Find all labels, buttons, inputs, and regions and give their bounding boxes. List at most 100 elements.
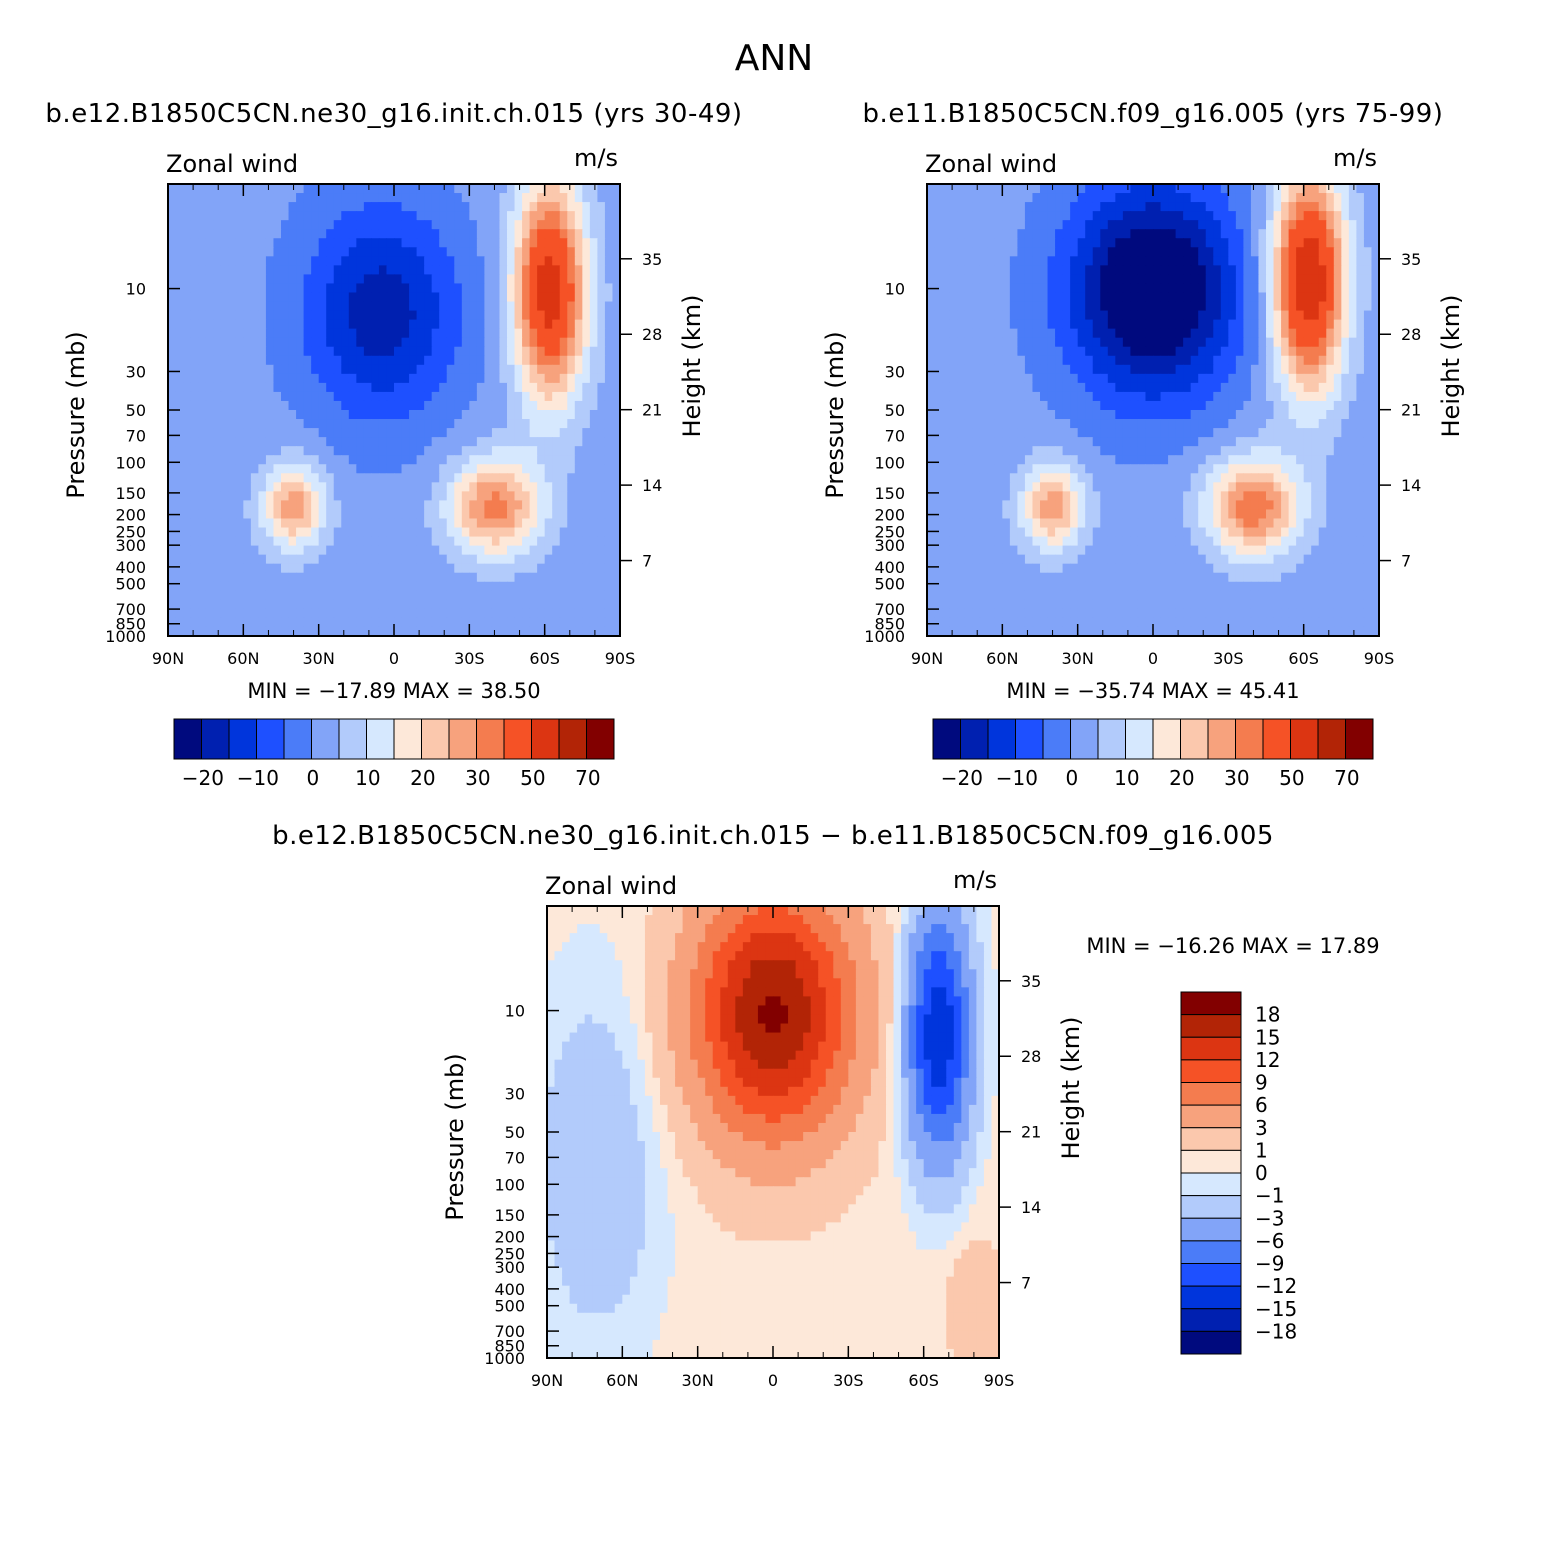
contour-cell bbox=[1032, 220, 1040, 230]
contour-cell bbox=[530, 473, 538, 483]
contour-cell bbox=[1191, 229, 1199, 239]
contour-cell bbox=[537, 302, 545, 312]
contour-cell bbox=[1063, 229, 1071, 239]
contour-cell bbox=[927, 329, 935, 339]
contour-cell bbox=[319, 283, 327, 293]
contour-cell bbox=[469, 419, 477, 429]
contour-cell bbox=[935, 193, 943, 203]
contour-cell bbox=[258, 500, 266, 510]
contour-cell bbox=[605, 582, 613, 592]
contour-cell bbox=[176, 184, 184, 194]
contour-cell bbox=[198, 500, 206, 510]
contour-cell bbox=[1266, 410, 1274, 420]
contour-cell bbox=[1063, 383, 1071, 393]
contour-cell bbox=[258, 338, 266, 348]
contour-cell bbox=[281, 274, 289, 284]
contour-cell bbox=[972, 383, 980, 393]
contour-cell bbox=[462, 428, 470, 438]
contour-cell bbox=[1100, 455, 1108, 465]
contour-cell bbox=[1258, 374, 1266, 384]
contour-cell bbox=[228, 311, 236, 321]
contour-cell bbox=[1063, 401, 1071, 411]
contour-cell bbox=[1191, 410, 1199, 420]
contour-cell bbox=[221, 446, 229, 456]
contour-cell bbox=[1176, 311, 1184, 321]
contour-cell bbox=[1356, 455, 1364, 465]
contour-cell bbox=[552, 338, 560, 348]
contour-cell bbox=[1296, 229, 1304, 239]
contour-cell bbox=[515, 591, 523, 601]
contour-cell bbox=[492, 292, 500, 302]
contour-cell bbox=[221, 437, 229, 447]
contour-cell bbox=[1236, 437, 1244, 447]
contour-cell bbox=[560, 600, 568, 610]
contour-cell bbox=[942, 374, 950, 384]
contour-cell bbox=[432, 383, 440, 393]
contour-cell bbox=[957, 211, 965, 221]
contour-cell bbox=[1319, 265, 1327, 275]
contour-cell bbox=[266, 256, 274, 266]
contour-cell bbox=[221, 591, 229, 601]
contour-cell bbox=[1304, 247, 1312, 257]
contour-cell bbox=[1063, 220, 1071, 230]
contour-cell bbox=[1289, 320, 1297, 330]
contour-cell bbox=[454, 600, 462, 610]
contour-cell bbox=[1032, 193, 1040, 203]
contour-cell bbox=[1063, 320, 1071, 330]
contour-cell bbox=[1145, 338, 1153, 348]
contour-cell bbox=[522, 555, 530, 565]
contour-cell bbox=[356, 220, 364, 230]
contour-cell bbox=[432, 591, 440, 601]
contour-cell bbox=[439, 211, 447, 221]
contour-cell bbox=[221, 482, 229, 492]
contour-cell bbox=[1364, 356, 1372, 366]
contour-cell bbox=[1168, 320, 1176, 330]
contour-cell bbox=[1296, 220, 1304, 230]
contour-cell bbox=[575, 437, 583, 447]
contour-cell bbox=[1243, 428, 1251, 438]
contour-cell bbox=[454, 500, 462, 510]
contour-cell bbox=[221, 618, 229, 628]
contour-cell bbox=[537, 491, 545, 501]
contour-cell bbox=[567, 600, 575, 610]
contour-cell bbox=[1085, 437, 1093, 447]
contour-cell bbox=[1364, 184, 1372, 194]
contour-cell bbox=[326, 582, 334, 592]
contour-cell bbox=[1130, 238, 1138, 248]
contour-cell bbox=[1130, 410, 1138, 420]
contour-cell bbox=[424, 573, 432, 583]
contour-cell bbox=[1349, 292, 1357, 302]
contour-cell bbox=[1010, 202, 1018, 212]
contour-cell bbox=[432, 609, 440, 619]
contour-cell bbox=[942, 437, 950, 447]
contour-cell bbox=[341, 184, 349, 194]
contour-cell bbox=[1002, 202, 1010, 212]
contour-cell bbox=[402, 500, 410, 510]
contour-cell bbox=[213, 446, 221, 456]
contour-cell bbox=[530, 518, 538, 528]
contour-cell bbox=[1221, 247, 1229, 257]
contour-cell bbox=[296, 582, 304, 592]
contour-cell bbox=[206, 256, 214, 266]
contour-cell bbox=[1221, 220, 1229, 230]
contour-cell bbox=[454, 220, 462, 230]
contour-cell bbox=[228, 220, 236, 230]
contour-cell bbox=[1010, 329, 1018, 339]
contour-cell bbox=[319, 618, 327, 628]
contour-cell bbox=[1364, 211, 1372, 221]
contour-cell bbox=[950, 365, 958, 375]
contour-cell bbox=[980, 283, 988, 293]
contour-cell bbox=[183, 365, 191, 375]
contour-cell bbox=[484, 292, 492, 302]
contour-cell bbox=[935, 274, 943, 284]
contour-cell bbox=[1108, 419, 1116, 429]
contour-cell bbox=[364, 518, 372, 528]
contour-cell bbox=[266, 193, 274, 203]
contour-cell bbox=[1070, 202, 1078, 212]
contour-cell bbox=[183, 392, 191, 402]
contour-cell bbox=[243, 609, 251, 619]
contour-cell bbox=[950, 265, 958, 275]
contour-cell bbox=[432, 500, 440, 510]
contour-cell bbox=[281, 491, 289, 501]
contour-cell bbox=[1176, 455, 1184, 465]
